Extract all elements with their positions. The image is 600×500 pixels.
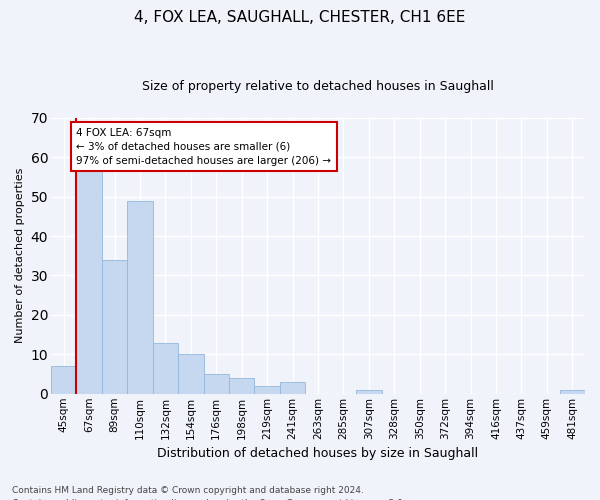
Bar (178, 354, 203, 394)
Bar (76, 165, 102, 394)
Bar (560, 390, 585, 394)
Bar (127, 200, 152, 394)
Y-axis label: Number of detached properties: Number of detached properties (15, 168, 25, 344)
Text: Contains HM Land Registry data © Crown copyright and database right 2024.: Contains HM Land Registry data © Crown c… (12, 486, 364, 495)
Bar (229, 378, 254, 394)
Bar (102, 260, 127, 394)
Bar (356, 390, 382, 394)
Bar (51, 366, 76, 394)
X-axis label: Distribution of detached houses by size in Saughall: Distribution of detached houses by size … (157, 447, 479, 460)
Text: 4 FOX LEA: 67sqm
← 3% of detached houses are smaller (6)
97% of semi-detached ho: 4 FOX LEA: 67sqm ← 3% of detached houses… (76, 128, 331, 166)
Text: Contains public sector information licensed under the Open Government Licence v3: Contains public sector information licen… (12, 498, 406, 500)
Bar (254, 386, 280, 394)
Bar (203, 374, 229, 394)
Bar (152, 342, 178, 394)
Bar (280, 382, 305, 394)
Title: Size of property relative to detached houses in Saughall: Size of property relative to detached ho… (142, 80, 494, 93)
Text: 4, FOX LEA, SAUGHALL, CHESTER, CH1 6EE: 4, FOX LEA, SAUGHALL, CHESTER, CH1 6EE (134, 10, 466, 25)
